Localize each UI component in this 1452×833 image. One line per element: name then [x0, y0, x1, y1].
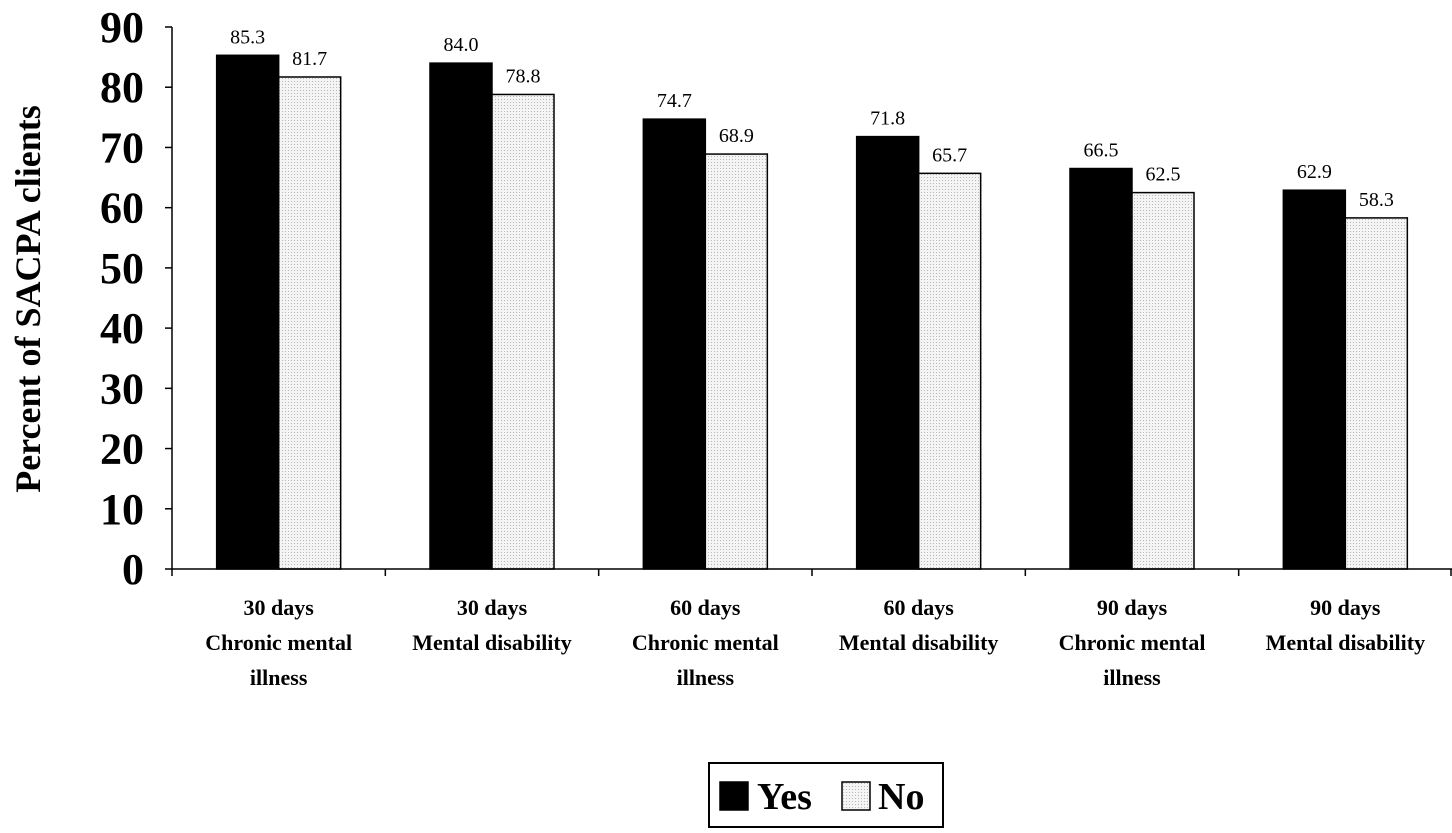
x-category-label-6-line-1: 90 days	[1310, 595, 1381, 620]
x-category-label-5-line-2: Chronic mental	[1059, 630, 1206, 655]
y-tick-label-90: 90	[100, 3, 144, 52]
bar-no-4	[917, 172, 982, 570]
data-label-no-6: 58.3	[1359, 189, 1394, 211]
data-label-yes-2: 84.0	[444, 34, 479, 56]
legend-label-yes: Yes	[757, 776, 812, 818]
x-category-label-3-line-1: 60 days	[670, 595, 741, 620]
y-tick-label-60: 60	[100, 184, 144, 233]
bar-yes-2	[429, 62, 493, 570]
data-label-no-1: 81.7	[292, 48, 327, 70]
x-category-label-3-line-3: illness	[677, 665, 735, 690]
y-tick-label-40: 40	[100, 304, 144, 353]
y-axis-label: Percent of SACPA clients	[8, 105, 48, 493]
x-category-label-5-line-1: 90 days	[1097, 595, 1168, 620]
x-category-label-5-line-3: illness	[1103, 665, 1161, 690]
data-label-yes-4: 71.8	[870, 108, 905, 130]
bar-yes-6	[1282, 189, 1347, 570]
y-tick-label-30: 30	[100, 364, 144, 413]
x-category-label-4-line-1: 60 days	[884, 595, 955, 620]
bar-yes-5	[1069, 167, 1133, 570]
y-tick-label-10: 10	[100, 485, 144, 534]
legend-swatch-no	[841, 781, 871, 811]
data-label-yes-6: 62.9	[1297, 161, 1332, 183]
data-label-yes-3: 74.7	[657, 90, 692, 112]
data-labels-group: 85.3 84.0 74.7 71.8 66.5 62.9 81.7 78.8 68.9 65.7…	[230, 26, 1394, 211]
x-category-label-6-line-2: Mental disability	[1266, 630, 1426, 655]
data-label-no-4: 65.7	[932, 144, 967, 166]
x-category-label-1-line-2: Chronic mental	[205, 630, 352, 655]
y-tick-label-80: 80	[100, 63, 144, 112]
bar-yes-3	[642, 118, 707, 570]
x-category-label-1-line-3: illness	[250, 665, 308, 690]
data-label-yes-1: 85.3	[230, 26, 265, 48]
y-tick-label-70: 70	[100, 123, 144, 172]
y-tick-label-20: 20	[100, 425, 144, 474]
data-label-yes-5: 66.5	[1084, 140, 1119, 162]
legend-swatch-yes	[719, 781, 749, 811]
bars-group	[215, 54, 1409, 570]
data-label-no-2: 78.8	[506, 65, 541, 87]
bar-no-6	[1344, 217, 1409, 570]
x-category-label-2-line-1: 30 days	[457, 595, 528, 620]
bar-no-5	[1131, 191, 1195, 570]
axes-group: 0 10 20 30 40 50 60 70 80 90 30 days Chronic mental…	[100, 3, 1452, 690]
bar-yes-4	[855, 135, 920, 570]
data-label-no-3: 68.9	[719, 125, 754, 147]
legend-label-no: No	[878, 776, 924, 818]
legend: Yes No	[708, 762, 944, 828]
bar-no-1	[277, 76, 342, 570]
x-category-label-4-line-2: Mental disability	[839, 630, 999, 655]
bar-yes-1	[215, 54, 280, 570]
x-category-label-1-line-1: 30 days	[244, 595, 315, 620]
y-tick-label-50: 50	[100, 244, 144, 293]
data-label-no-5: 62.5	[1146, 164, 1181, 186]
bar-no-2	[491, 93, 555, 570]
x-category-label-2-line-2: Mental disability	[412, 630, 572, 655]
bar-no-3	[704, 153, 769, 570]
y-tick-label-0: 0	[122, 545, 144, 594]
x-category-label-3-line-2: Chronic mental	[632, 630, 779, 655]
